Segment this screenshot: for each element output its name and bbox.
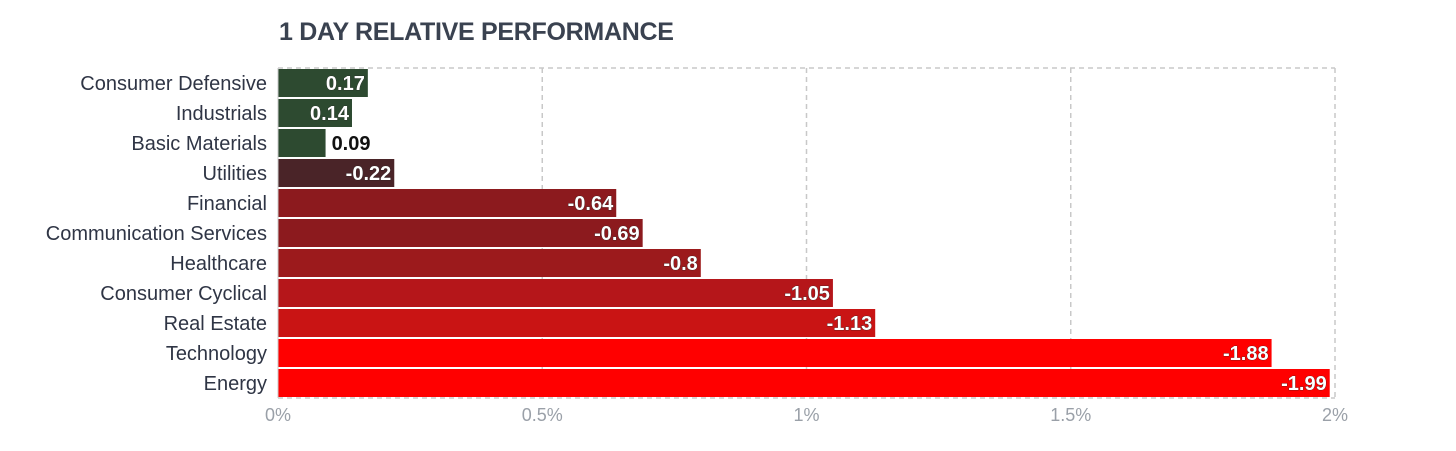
category-label: Energy	[204, 373, 267, 395]
chart-title: 1 DAY RELATIVE PERFORMANCE	[279, 18, 674, 46]
data-label: 0.14	[310, 103, 350, 125]
x-tick-label: 0.5%	[522, 405, 563, 425]
category-label: Consumer Cyclical	[100, 283, 267, 305]
data-label: -1.13	[827, 313, 873, 335]
category-label: Healthcare	[170, 253, 267, 275]
data-label: 0.17	[326, 73, 365, 95]
category-label: Communication Services	[46, 223, 267, 245]
x-tick-label: 1.5%	[1050, 405, 1091, 425]
category-label: Basic Materials	[131, 133, 267, 155]
x-tick-label: 0%	[265, 405, 291, 425]
data-label: -1.99	[1281, 373, 1327, 395]
bar	[278, 69, 368, 97]
bar	[278, 249, 701, 277]
category-label: Industrials	[176, 103, 267, 125]
category-label: Financial	[187, 193, 267, 215]
data-label: -1.88	[1223, 343, 1269, 365]
bar	[278, 129, 326, 157]
data-label: -0.64	[568, 193, 614, 215]
category-label: Real Estate	[164, 313, 267, 335]
data-label: -0.22	[346, 163, 392, 185]
bar	[278, 279, 833, 307]
bar	[278, 189, 617, 217]
data-label: -1.05	[784, 283, 830, 305]
x-tick-label: 2%	[1322, 405, 1348, 425]
data-label: -0.69	[594, 223, 640, 245]
category-label: Utilities	[203, 163, 267, 185]
category-label: Consumer Defensive	[80, 73, 267, 95]
bar	[278, 369, 1330, 397]
x-tick-label: 1%	[793, 405, 819, 425]
category-label: Technology	[166, 343, 267, 365]
bar	[278, 99, 352, 127]
bar	[278, 339, 1272, 367]
bar	[278, 159, 395, 187]
data-label: 0.09	[332, 133, 371, 155]
bar	[278, 309, 876, 337]
data-label: -0.8	[663, 253, 697, 275]
bar	[278, 219, 643, 247]
